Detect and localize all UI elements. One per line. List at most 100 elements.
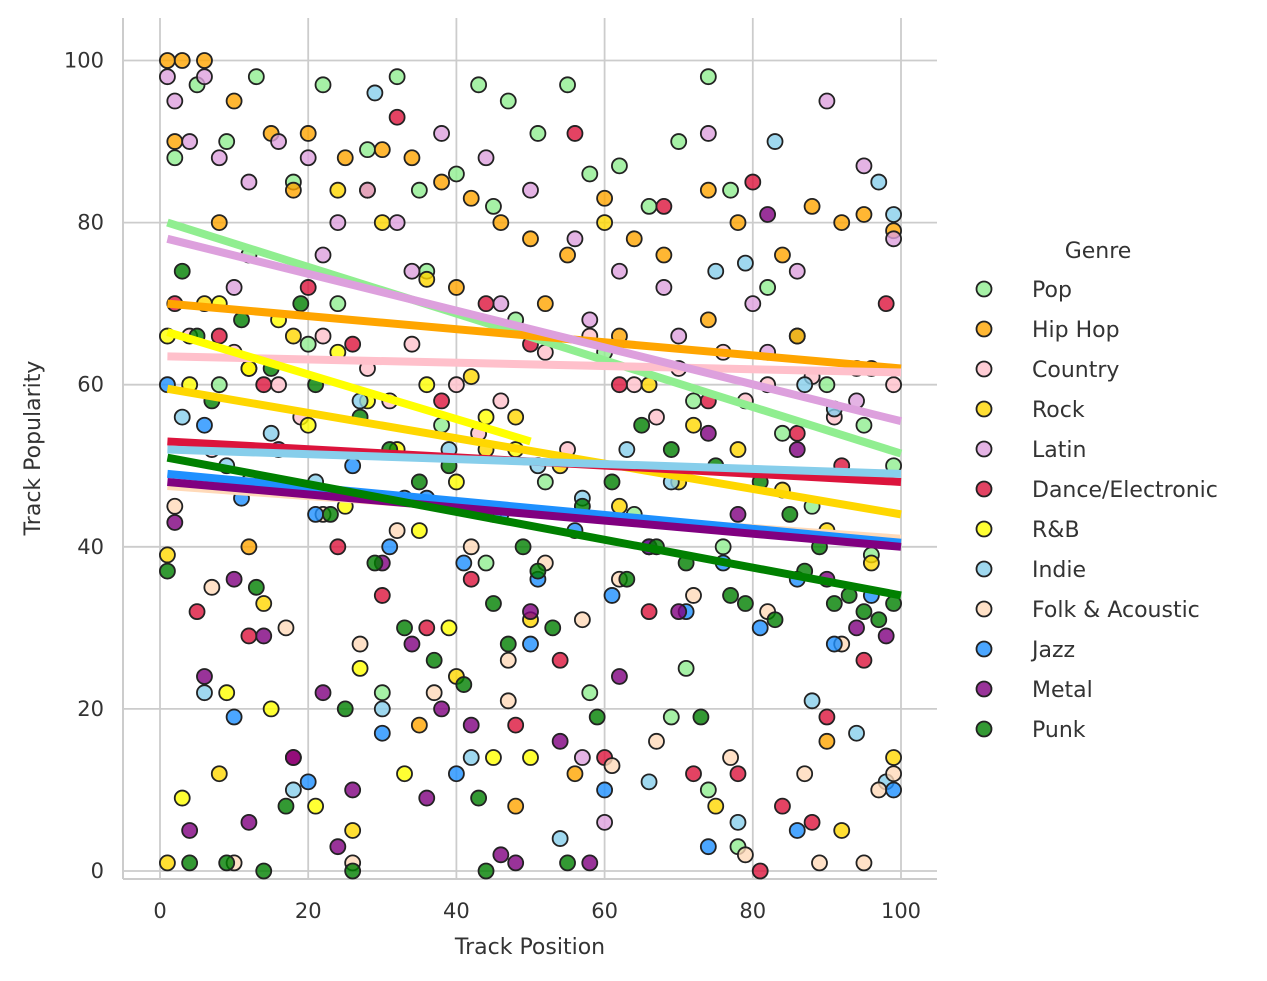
scatter-point xyxy=(181,854,199,872)
scatter-point xyxy=(329,295,347,313)
x-axis-label: Track Position xyxy=(454,935,605,960)
scatter-point xyxy=(722,181,739,199)
scatter-point xyxy=(255,595,273,612)
scatter-point xyxy=(722,587,739,604)
scatter-point xyxy=(729,214,747,232)
scatter-point xyxy=(670,133,688,150)
scatter-point xyxy=(196,52,213,69)
scatter-point xyxy=(455,676,473,693)
legend-label: Country xyxy=(1032,358,1119,383)
scatter-point xyxy=(196,668,213,685)
scatter-point xyxy=(788,424,806,442)
scatter-point xyxy=(670,327,688,345)
scatter-point xyxy=(388,522,406,539)
scatter-point xyxy=(284,749,302,766)
scatter-point xyxy=(462,749,480,766)
scatter-point xyxy=(299,149,317,167)
scatter-point xyxy=(403,335,421,353)
scatter-point xyxy=(373,724,391,742)
scatter-point xyxy=(492,846,510,864)
scatter-point xyxy=(662,441,680,458)
scatter-point xyxy=(596,214,613,232)
scatter-point xyxy=(292,295,310,313)
scatter-point xyxy=(529,125,547,142)
trend-line xyxy=(166,234,902,426)
scatter-point xyxy=(470,789,488,807)
scatter-point xyxy=(255,627,273,645)
scatter-point xyxy=(596,189,613,207)
scatter-point xyxy=(885,765,902,783)
scatter-point xyxy=(877,295,895,313)
scatter-point xyxy=(447,165,465,183)
scatter-point xyxy=(885,206,902,223)
legend-marker xyxy=(975,720,993,738)
scatter-point xyxy=(247,68,265,86)
scatter-point xyxy=(781,505,799,523)
scatter-point xyxy=(818,708,836,726)
scatter-point xyxy=(885,376,902,394)
scatter-point xyxy=(225,279,243,296)
scatter-point xyxy=(262,424,280,442)
scatter-point xyxy=(855,854,873,872)
trend-line xyxy=(167,477,902,551)
scatter-point xyxy=(499,92,517,110)
scatter-point xyxy=(262,700,280,718)
legend-label: Dance/Electronic xyxy=(1032,478,1218,503)
scatter-point xyxy=(611,262,628,280)
scatter-point xyxy=(722,749,739,766)
scatter-point xyxy=(240,173,258,191)
scatter-point xyxy=(692,708,710,726)
scatter-point xyxy=(611,376,628,394)
scatter-point xyxy=(736,595,754,612)
scatter-point xyxy=(351,659,369,677)
scatter-point xyxy=(196,68,213,86)
scatter-point xyxy=(551,651,569,669)
scatter-point xyxy=(462,716,480,734)
scatter-point xyxy=(625,376,643,394)
scatter-point xyxy=(418,270,436,288)
scatter-point xyxy=(410,716,428,734)
scatter-point xyxy=(166,133,184,150)
scatter-point xyxy=(210,327,228,345)
scatter-point xyxy=(544,619,562,637)
scatter-point xyxy=(410,522,428,539)
scatter-point xyxy=(536,473,554,491)
scatter-point xyxy=(359,141,376,159)
scatter-point xyxy=(618,570,636,588)
legend-label: Latin xyxy=(1032,438,1086,463)
scatter-point xyxy=(284,181,302,199)
trend-line xyxy=(167,445,902,478)
scatter-point xyxy=(744,295,762,313)
scatter-point xyxy=(403,149,421,167)
scatter-point xyxy=(359,181,376,199)
scatter-point xyxy=(196,684,213,702)
scatter-point xyxy=(811,854,828,872)
scatter-point xyxy=(462,368,480,385)
scatter-point xyxy=(855,603,873,621)
scatter-point xyxy=(699,781,717,799)
scatter-point xyxy=(499,651,517,669)
trend-line xyxy=(167,299,902,373)
scatter-point xyxy=(196,416,213,434)
scatter-point xyxy=(470,76,488,94)
scatter-point xyxy=(329,181,347,199)
scatter-point xyxy=(707,797,725,815)
scatter-point xyxy=(655,246,673,264)
scatter-point xyxy=(344,822,362,839)
scatter-point xyxy=(648,408,665,426)
scatter-point xyxy=(774,797,791,815)
scatter-point xyxy=(559,76,576,94)
scatter-point xyxy=(529,562,547,580)
legend-marker xyxy=(975,520,993,538)
scatter-point xyxy=(418,619,436,637)
scatter-point xyxy=(203,578,221,596)
scatter-point xyxy=(447,376,465,394)
scatter-point xyxy=(477,554,495,572)
scatter-point xyxy=(388,68,406,86)
scatter-point xyxy=(685,587,702,604)
scatter-point xyxy=(166,92,184,110)
scatter-point xyxy=(181,133,199,150)
scatter-point xyxy=(736,254,754,272)
scatter-point xyxy=(825,595,843,612)
scatter-point xyxy=(581,311,599,329)
